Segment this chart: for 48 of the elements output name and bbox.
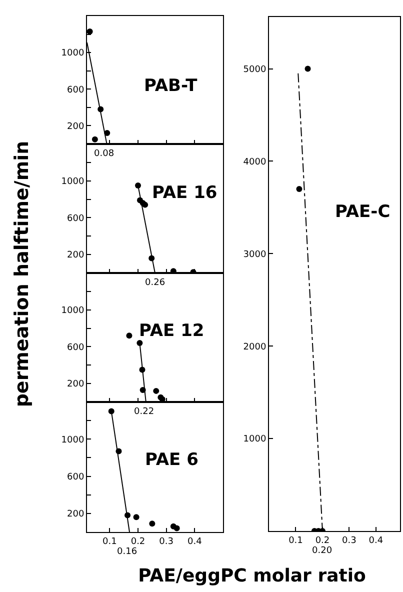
point xyxy=(153,388,160,394)
y-tick-label: 2000 xyxy=(243,342,266,352)
y-tick-label: 200 xyxy=(67,510,84,520)
y-tick-label: 1000 xyxy=(61,306,84,316)
y-axis-title: permeation halftime/min xyxy=(11,140,33,408)
text: PAB-T xyxy=(144,76,198,96)
y-tick-label: 200 xyxy=(67,122,84,132)
annotation: 0.20 xyxy=(312,546,332,556)
x-tick-label: 0.4 xyxy=(188,536,202,547)
y-tick-label: 1000 xyxy=(243,434,266,445)
y-tick-label: 1000 xyxy=(61,48,84,59)
point xyxy=(296,186,302,192)
x-tick-label: 0.2 xyxy=(130,536,146,547)
text: PAE 6 xyxy=(145,450,198,470)
y-tick-label: 1000 xyxy=(61,177,84,188)
x-tick-label: 0.1 xyxy=(102,536,117,547)
y-tick-label: 600 xyxy=(67,214,84,224)
point xyxy=(92,136,98,142)
point xyxy=(142,202,148,208)
text: PAE 12 xyxy=(139,321,204,341)
point xyxy=(87,28,93,35)
y-tick-label: 600 xyxy=(67,85,84,96)
annotation: 0.16 xyxy=(117,547,138,557)
y-tick-label: 600 xyxy=(67,472,84,482)
annotation: 0.08 xyxy=(94,149,114,159)
y-tick-label: 4000 xyxy=(243,157,266,168)
x-tick-label: 0.3 xyxy=(342,536,356,546)
text: PAE-C xyxy=(335,202,390,222)
annotation: 0.22 xyxy=(134,407,154,417)
y-tick-label: 200 xyxy=(67,380,84,390)
point xyxy=(135,182,141,188)
annotation: 0.26 xyxy=(145,278,166,288)
x-tick-label: 0.1 xyxy=(288,536,303,546)
text: PAE 16 xyxy=(152,183,218,203)
y-tick-label: 3000 xyxy=(243,250,266,260)
x-tick-label: 0.3 xyxy=(159,536,174,547)
point xyxy=(304,66,311,72)
x-tick-label: 0.2 xyxy=(315,536,330,546)
point xyxy=(149,520,156,527)
y-tick-label: 600 xyxy=(67,342,84,353)
y-tick-label: 200 xyxy=(67,250,84,261)
x-axis-title: PAE/eggPC molar ratio xyxy=(138,566,366,586)
point xyxy=(133,514,140,520)
y-tick-label: 5000 xyxy=(243,64,266,75)
y-tick-label: 1000 xyxy=(61,435,84,446)
point xyxy=(174,525,180,532)
x-tick-label: 0.4 xyxy=(368,536,384,546)
point xyxy=(126,332,132,339)
